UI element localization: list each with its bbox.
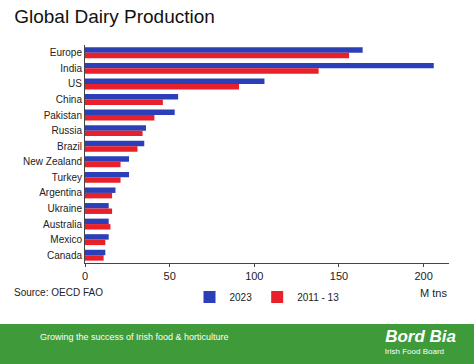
svg-text:0: 0 [82, 270, 88, 282]
svg-text:50: 50 [164, 270, 176, 282]
html-text:Bord Bia: Bord Bia [385, 327, 456, 346]
svg-text:Global Dairy Production: Global Dairy Production [14, 6, 215, 27]
svg-text:India: India [60, 63, 82, 74]
svg-text:New Zealand: New Zealand [23, 156, 82, 167]
svg-text:Australia: Australia [43, 219, 82, 230]
svg-text:Mexico: Mexico [50, 234, 82, 245]
svg-text:China: China [56, 94, 83, 105]
svg-text:2011 - 13: 2011 - 13 [297, 292, 339, 303]
svg-text:Russia: Russia [51, 125, 82, 136]
svg-text:Argentina: Argentina [39, 187, 82, 198]
svg-text:M tns: M tns [420, 287, 447, 299]
svg-text:150: 150 [330, 270, 348, 282]
svg-text:Ukraine: Ukraine [48, 203, 83, 214]
svg-text:Canada: Canada [47, 250, 82, 261]
html-text:Growing the success of Irish f: Growing the success of Irish food & hort… [40, 332, 229, 342]
svg-text:200: 200 [414, 270, 432, 282]
html-text:Irish Food Board: Irish Food Board [384, 347, 444, 356]
svg-text:2023: 2023 [230, 292, 253, 303]
svg-text:Turkey: Turkey [52, 172, 82, 183]
svg-text:Source: OECD FAO: Source: OECD FAO [14, 287, 103, 298]
svg-text:Europe: Europe [50, 47, 83, 58]
svg-text:100: 100 [245, 270, 263, 282]
svg-text:US: US [68, 78, 82, 89]
svg-text:Pakistan: Pakistan [44, 110, 82, 121]
svg-text:Brazil: Brazil [57, 141, 82, 152]
